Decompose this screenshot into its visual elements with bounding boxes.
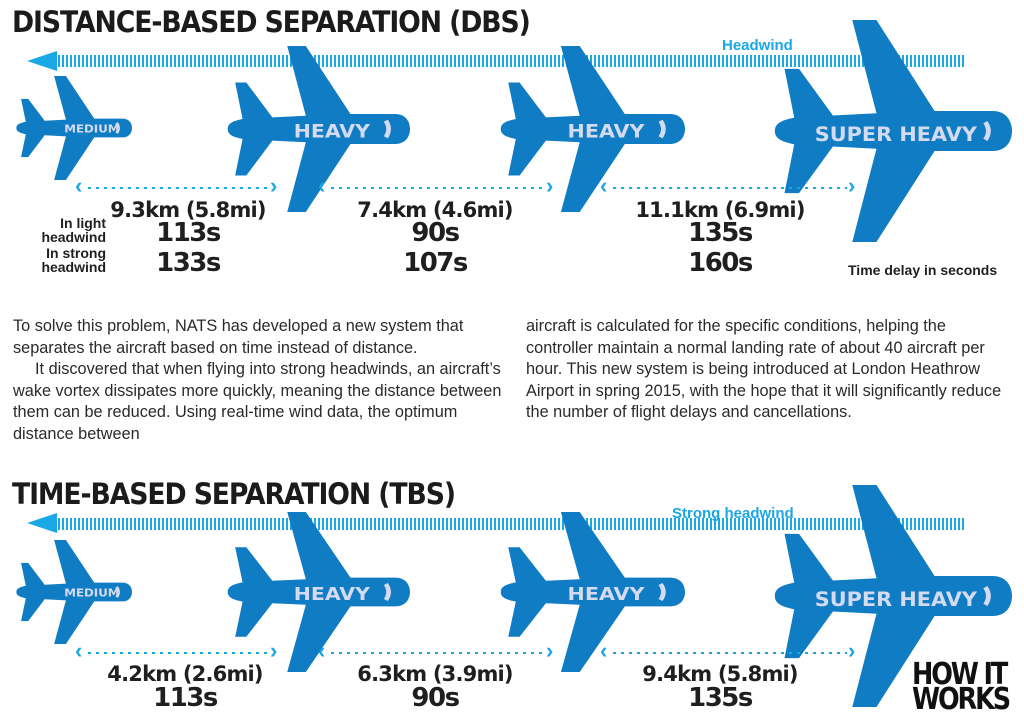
plane-icon: SUPER HEAVY [774, 20, 1012, 242]
plane-label: HEAVY [294, 584, 370, 604]
plane-icon: HEAVY [227, 46, 410, 212]
plane-label: MEDIUM [64, 587, 119, 599]
gap-light-time: 113s [156, 218, 221, 248]
gap-distance: 11.1km (6.9mi) [635, 198, 805, 222]
article-column-2: aircraft is calculated for the specific … [526, 316, 1012, 424]
wind-arrowhead-icon [27, 513, 57, 533]
arrow-right-icon: › [848, 173, 856, 198]
tbs-wind-label: Strong headwind [672, 505, 794, 522]
gap-strong-time: 133s [156, 248, 221, 278]
distance-line [88, 187, 270, 189]
arrow-left-icon: ‹ [600, 638, 608, 663]
plane-label: HEAVY [568, 120, 646, 142]
tbs-title: TIME-BASED SEPARATION (TBS) [12, 477, 456, 511]
how-it-works-logo: HOW IT WORKS [912, 657, 1011, 717]
dbs-wind-line [58, 55, 965, 67]
article-column-1: To solve this problem, NATS has develope… [13, 316, 513, 445]
distance-line [613, 187, 847, 189]
arrow-right-icon: › [546, 173, 554, 198]
gap-strong-time: 160s [688, 248, 753, 278]
plane-label: MEDIUM [64, 123, 119, 135]
gap-strong-time: 107s [403, 248, 468, 278]
arrow-left-icon: ‹ [318, 638, 326, 663]
gap-light-time: 135s [688, 218, 753, 248]
gap-light-time: 90s [411, 218, 460, 248]
arrow-left-icon: ‹ [600, 173, 608, 198]
light-headwind-label: In light headwind [41, 215, 106, 245]
article-paragraph: aircraft is calculated for the specific … [526, 317, 1002, 421]
gap-distance: 4.2km (2.6mi) [107, 662, 263, 686]
arrow-right-icon: › [270, 173, 278, 198]
plane-icon: SUPER HEAVY [774, 485, 1012, 707]
gap-time: 135s [688, 683, 753, 713]
plane-label: HEAVY [294, 120, 371, 142]
arrow-left-icon: ‹ [75, 638, 83, 663]
distance-line [88, 652, 270, 654]
arrow-left-icon: ‹ [318, 173, 326, 198]
gap-distance: 9.3km (5.8mi) [110, 198, 266, 222]
logo-line-2: WORKS [912, 682, 1011, 717]
distance-line [613, 652, 847, 654]
article-paragraph: To solve this problem, NATS has develope… [13, 317, 464, 357]
distance-line [331, 187, 545, 189]
strong-headwind-label: In strong headwind [41, 245, 106, 275]
arrow-right-icon: › [546, 638, 554, 663]
article-paragraph: It discovered that when flying into stro… [13, 360, 502, 443]
plane-icon: HEAVY [500, 512, 685, 672]
dbs-wind-label: Headwind [722, 37, 793, 54]
plane-icon: MEDIUM [16, 540, 132, 644]
arrow-right-icon: › [848, 638, 856, 663]
gap-time: 90s [411, 683, 460, 713]
arrow-right-icon: › [270, 638, 278, 663]
gap-distance: 9.4km (5.8mi) [642, 662, 798, 686]
time-delay-note: Time delay in seconds [848, 262, 998, 278]
wind-arrowhead-icon [27, 51, 57, 71]
plane-label: SUPER HEAVY [815, 588, 978, 611]
tbs-wind-line [58, 518, 965, 530]
logo-line-1: HOW IT [912, 657, 1008, 692]
plane-label: HEAVY [568, 584, 646, 605]
plane-icon: HEAVY [227, 512, 410, 672]
plane-icon: MEDIUM [16, 76, 132, 180]
arrow-left-icon: ‹ [75, 173, 83, 198]
gap-time: 113s [153, 683, 218, 713]
plane-label: SUPER HEAVY [815, 123, 978, 146]
dbs-title: DISTANCE-BASED SEPARATION (DBS) [12, 5, 531, 39]
distance-line [331, 652, 545, 654]
gap-distance: 6.3km (3.9mi) [357, 662, 513, 686]
plane-icon: HEAVY [500, 46, 685, 212]
gap-distance: 7.4km (4.6mi) [357, 198, 513, 222]
